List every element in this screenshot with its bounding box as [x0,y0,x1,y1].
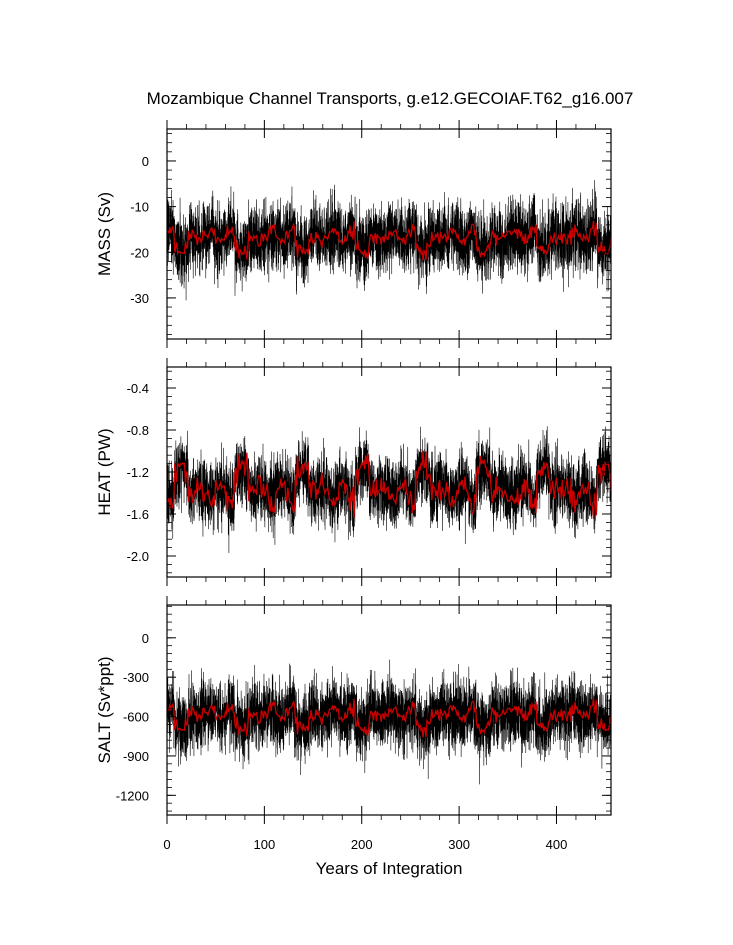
panel-heat: -0.4 -0.8 -1.2 -1.6 -2.0 HEAT (PW) [95,358,612,586]
ytick-label: -1.2 [127,465,149,480]
panel-salt-ticks: 0 -300 -600 -900 -1200 [116,596,611,824]
ytick-label: -0.4 [127,381,149,396]
ytick-label: -600 [123,710,149,725]
ytick-label: 0 [142,154,149,169]
panel-2-annual-line [167,698,611,738]
ytick-label: -900 [123,749,149,764]
panel-1-monthly-line [167,426,611,554]
ytick-label: -1.6 [127,507,149,522]
ytick-label: 0 [142,631,149,646]
xtick-label: 200 [351,837,373,852]
ytick-label: -30 [130,291,149,306]
xtick-label: 0 [163,837,170,852]
panel-mass: 0 -10 -20 -30 MASS (Sv) [95,120,612,348]
panel-0-annual-line [167,220,611,261]
xtick-label: 100 [254,837,276,852]
ytick-label: -10 [130,200,149,215]
panel-salt-frame [166,604,612,816]
panel-salt-series [167,659,611,785]
panel-salt: 0 -300 -600 -900 -1200 SALT (Sv*ppt) [95,596,612,824]
panel-heat-ylabel: HEAT (PW) [95,428,114,515]
ytick-label: -1200 [116,788,149,803]
panel-mass-ylabel: MASS (Sv) [95,192,114,276]
ytick-label: -2.0 [127,549,149,564]
ytick-label: -0.8 [127,423,149,438]
panel-salt-ylabel: SALT (Sv*ppt) [95,656,114,763]
panel-heat-series [167,426,611,554]
ytick-label: -20 [130,245,149,260]
panel-mass-series [167,180,611,301]
panel-mass-ticks: 0 -10 -20 -30 [130,120,611,348]
panel-0-monthly-line [167,180,611,301]
panel-2-monthly-line [167,659,611,785]
x-axis-label: Years of Integration [316,859,463,878]
x-axis: 0 100 200 300 400 [163,837,567,852]
panel-1-annual-line [167,450,611,519]
chart-title: Mozambique Channel Transports, g.e12.GEC… [147,89,634,108]
panel-heat-ticks: -0.4 -0.8 -1.2 -1.6 -2.0 [127,358,611,586]
xtick-label: 400 [546,837,568,852]
ytick-label: -300 [123,670,149,685]
xtick-label: 300 [448,837,470,852]
